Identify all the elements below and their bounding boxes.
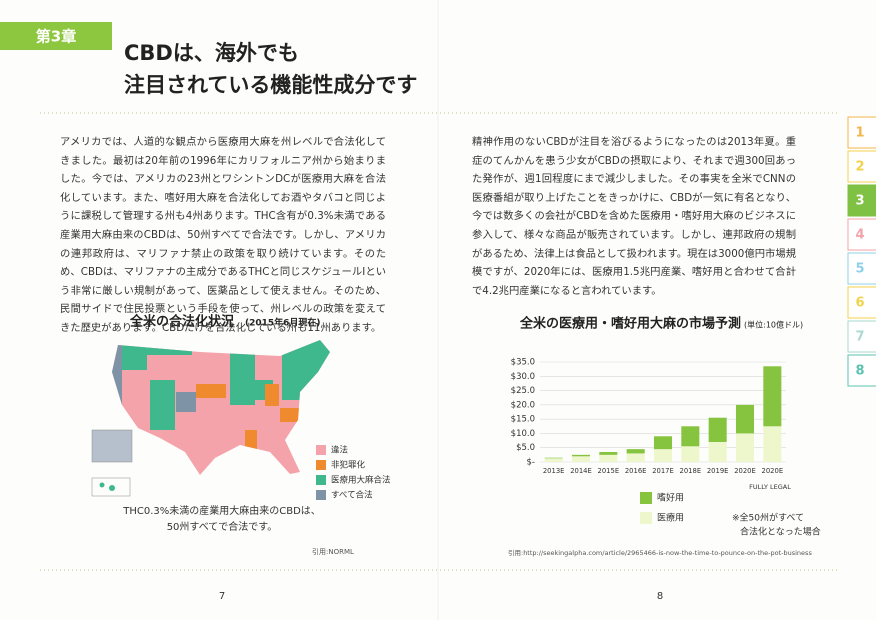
legend-label: 医療用 [657, 512, 684, 524]
chapter-tab [847, 116, 876, 149]
x-tick-label: 2017E [652, 467, 674, 475]
chapter-tab [847, 320, 876, 353]
map-legend-swatch [316, 445, 326, 455]
y-tick-label: $5.0 [516, 443, 535, 453]
chapter-tab-label: 3 [855, 194, 864, 209]
bar-segment [544, 457, 563, 459]
map-legend-label: 医療用大麻合法 [331, 475, 391, 486]
chapter-tab-label: 6 [855, 296, 864, 311]
y-tick-label: $- [527, 458, 535, 468]
bar-segment [708, 442, 727, 462]
x-tick-label: 2020E [734, 467, 756, 475]
chapter-tab-label: 1 [855, 126, 864, 141]
bar-segment [763, 426, 782, 462]
map-legend-swatch [316, 475, 326, 485]
note: 合法化となった場合 [740, 526, 821, 538]
x-tick-label: 2020E [762, 467, 784, 475]
x-tick-label: 2018E [680, 467, 702, 475]
y-tick-label: $10.0 [511, 429, 535, 439]
bar-segment [571, 456, 591, 462]
map-legend-swatch [316, 460, 326, 470]
citation: 引用:http://seekingalpha.com/article/29654… [508, 548, 812, 557]
map-legend-label: すべて合法 [331, 490, 373, 501]
map-subtitle: (2015年6月現在) [245, 317, 321, 329]
bar-segment [681, 426, 700, 447]
map-legend-label: 違法 [331, 445, 348, 456]
bar-segment [626, 453, 645, 462]
chart-unit: (単位:10億ドル) [744, 320, 803, 330]
y-tick-label: $30.0 [511, 372, 535, 382]
x-tick-label: 2013E [543, 467, 565, 475]
bar-segment [571, 454, 591, 457]
bar-segment [735, 404, 755, 434]
page-number: 8 [657, 591, 663, 602]
x-tick-label: 2016E [625, 467, 647, 475]
bar-segment [544, 458, 563, 462]
us-map [112, 340, 330, 475]
caption: THC0.3%未満の産業用大麻由来のCBDは、 [122, 504, 321, 517]
chapter-tab-label: 2 [855, 160, 864, 175]
chart-title: 全米の医療用・嗜好用大麻の市場予測 [519, 316, 741, 332]
bar-segment [653, 449, 673, 462]
legend-label: 嗜好用 [657, 492, 684, 504]
bar-segment [653, 436, 673, 450]
map-title: 全米の合法化状況 [129, 314, 234, 330]
chapter-tab-label: 5 [855, 262, 864, 277]
chapter-box [0, 22, 112, 50]
bar-segment [626, 449, 645, 454]
hawaii [109, 485, 115, 491]
y-tick-label: $25.0 [511, 386, 535, 396]
bar-segment [681, 446, 700, 462]
annotation: FULLY LEGAL [749, 483, 791, 491]
paragraph: アメリカでは、人道的な観点から医療用大麻を州レベルで合法化してきました。最初は2… [60, 136, 386, 334]
y-tick-label: $35.0 [511, 358, 535, 368]
title-line: 注目されている機能性成分です [124, 73, 417, 97]
citation: 引用:NORML [312, 547, 354, 556]
chapter-tab [847, 354, 876, 387]
chapter-tab-label: 4 [855, 228, 864, 243]
page-number: 7 [219, 591, 225, 602]
chapter-tab [847, 184, 876, 217]
x-tick-label: 2015E [598, 467, 620, 475]
legend-swatch [640, 512, 652, 524]
x-tick-label: 2019E [707, 467, 729, 475]
y-tick-label: $20.0 [511, 400, 535, 410]
bar-segment [735, 433, 755, 462]
paragraph: 精神作用のないCBDが注目を浴びるようになったのは2013年夏。重症のてんかんを… [472, 136, 796, 297]
alaska [91, 429, 133, 463]
note: ※全50州がすべて [732, 512, 804, 524]
legend-swatch [640, 492, 652, 504]
caption: 50州すべてで合法です。 [167, 520, 278, 533]
bar-segment [708, 417, 727, 442]
title-line: CBDは、海外でも [124, 41, 299, 65]
map-legend-label: 非犯罪化 [331, 460, 366, 471]
chapter-tab-label: 8 [855, 364, 864, 379]
chapter-tab [847, 252, 876, 285]
x-tick-label: 2014E [570, 467, 592, 475]
bar-segment [763, 366, 782, 427]
bar-segment [599, 452, 618, 455]
chapter-tab-label: 7 [855, 330, 864, 345]
chapter-label: 第3章 [36, 28, 76, 46]
chapter-tab [847, 286, 876, 319]
chapter-tab [847, 150, 876, 183]
hawaii [99, 482, 105, 488]
bar-segment [599, 454, 618, 462]
hawaii-box [91, 477, 131, 497]
y-tick-label: $15.0 [511, 415, 535, 425]
map-legend-swatch [316, 490, 326, 500]
chapter-tab [847, 218, 876, 251]
